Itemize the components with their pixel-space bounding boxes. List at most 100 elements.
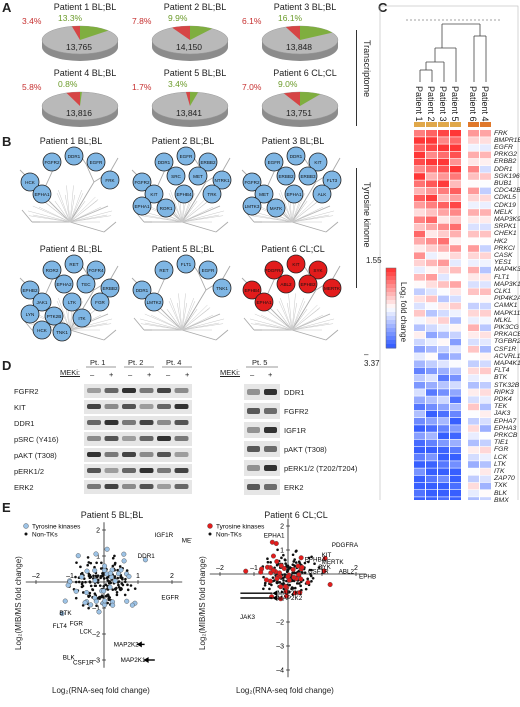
heatmap-cell bbox=[438, 245, 449, 252]
non-tk-point bbox=[113, 563, 117, 566]
heatmap-cell bbox=[468, 382, 479, 389]
tree-branch bbox=[181, 293, 186, 331]
heatmap-cell bbox=[468, 338, 479, 346]
tree-branch bbox=[291, 181, 317, 223]
pie-count-label: 13,765 bbox=[66, 42, 92, 52]
scatter-plot: Patient 5 BL;BL –2 –1 1 2 2 1 –1 –2 –3 Tyrosine ki… bbox=[12, 510, 192, 700]
heatmap-cell bbox=[450, 382, 461, 389]
tree-branch bbox=[133, 317, 145, 331]
heatmap-cell bbox=[468, 288, 479, 295]
y-tick-label: –4 bbox=[276, 668, 284, 675]
tree-branch bbox=[69, 194, 76, 223]
heatmap-cell bbox=[414, 482, 425, 490]
tree-branch bbox=[331, 157, 341, 173]
blot-row-label: pAKT (T308) bbox=[14, 451, 57, 460]
heatmap-column-bar bbox=[480, 122, 491, 127]
non-tk-point bbox=[313, 562, 316, 566]
kinase-node bbox=[322, 170, 342, 190]
color-scale-max: 1.55 bbox=[366, 256, 382, 265]
blot-row-label: IGF1R bbox=[284, 426, 307, 435]
heatmap-gene-label: PIP4K2A bbox=[494, 295, 520, 303]
tree-branch bbox=[286, 302, 293, 331]
heatmap-cell bbox=[480, 245, 491, 252]
heatmap-cell bbox=[426, 490, 437, 497]
blot-band bbox=[122, 436, 136, 441]
blot-band bbox=[174, 468, 189, 473]
non-tk-point bbox=[106, 601, 109, 605]
pie-chart: Patient 4 BL;BL 5.8% 0.8% 13,816 bbox=[18, 66, 128, 132]
kinase-node bbox=[264, 152, 284, 172]
kinase-node-label: RET bbox=[159, 268, 168, 273]
heatmap-gene-label: PDK4 bbox=[494, 395, 512, 403]
point-annotation: EPHA1 bbox=[264, 533, 285, 540]
heatmap-cell bbox=[414, 302, 425, 310]
kinase-node bbox=[308, 260, 328, 280]
kinase-node bbox=[198, 152, 218, 172]
pie-title: Patient 4 BL;BL bbox=[53, 68, 117, 78]
heatmap-cell bbox=[438, 130, 449, 137]
heatmap-cell bbox=[426, 130, 437, 137]
heatmap-cell bbox=[426, 202, 437, 209]
tree-branch bbox=[291, 289, 317, 331]
tree-branch bbox=[109, 265, 119, 281]
non-tk-point bbox=[317, 566, 321, 569]
heatmap-cell bbox=[468, 310, 479, 317]
blot-strip bbox=[84, 448, 192, 462]
blot-band bbox=[139, 420, 154, 425]
kinase-node bbox=[212, 278, 232, 298]
blot-band bbox=[247, 465, 260, 471]
heatmap-cell bbox=[468, 166, 479, 173]
heatmap-cell bbox=[468, 295, 479, 303]
heatmap-cell bbox=[438, 281, 449, 288]
blot-strip bbox=[244, 403, 280, 419]
non-tk-point bbox=[91, 588, 94, 591]
heatmap-cell bbox=[480, 137, 491, 144]
heatmap-cell bbox=[468, 137, 479, 144]
kinase-node-label: EPHA1 bbox=[34, 192, 50, 197]
panel-letter-e: E bbox=[2, 500, 11, 515]
heatmap-cell bbox=[468, 389, 479, 396]
heatmap-cell bbox=[426, 454, 437, 461]
non-tk-point bbox=[87, 561, 91, 564]
heatmap-column-bar bbox=[468, 122, 479, 127]
non-tk-point bbox=[106, 579, 110, 582]
kinase-node-label: LMTK2 bbox=[147, 300, 162, 305]
non-tk-point bbox=[113, 554, 116, 558]
heatmap-cell bbox=[438, 158, 449, 166]
tk-point bbox=[102, 563, 108, 569]
non-tk-point bbox=[293, 571, 296, 575]
non-tk-point bbox=[295, 582, 299, 585]
kinase-node-label: ROR2 bbox=[46, 268, 59, 273]
kinase-node-label: ALK bbox=[318, 192, 328, 197]
heatmap-cell bbox=[480, 302, 491, 310]
tree-branch bbox=[291, 314, 324, 331]
kinase-node-label: ERBB2 bbox=[278, 174, 294, 179]
meki-label: MEKi: bbox=[60, 368, 81, 377]
y-tick-label: –3 bbox=[92, 658, 100, 665]
heatmap-cell bbox=[414, 238, 425, 245]
non-tk-point bbox=[89, 575, 93, 579]
non-tk-point bbox=[307, 556, 311, 560]
heatmap-cell bbox=[468, 403, 479, 411]
heatmap-cell bbox=[426, 461, 437, 468]
blot-band bbox=[139, 436, 154, 441]
heatmap-cell bbox=[426, 295, 437, 303]
tree-branch bbox=[168, 192, 183, 223]
kinase-node-label: FGR bbox=[95, 300, 105, 305]
heatmap-cell bbox=[450, 454, 461, 461]
pie-title: Patient 3 BL;BL bbox=[273, 2, 337, 12]
tree-branch bbox=[103, 329, 117, 341]
color-scale-min: –3.37 bbox=[364, 350, 380, 368]
tk-point bbox=[321, 568, 327, 574]
kinase-node bbox=[264, 260, 284, 280]
point-annotation: CSF1R bbox=[308, 569, 329, 576]
heatmap-cell bbox=[414, 497, 425, 500]
color-scale-segment bbox=[386, 344, 396, 349]
tk-point bbox=[267, 578, 273, 584]
tree-branch bbox=[153, 307, 183, 331]
heatmap-cell bbox=[414, 281, 425, 288]
pie-count-label: 13,816 bbox=[66, 108, 92, 118]
tree-title: Patient 4 BL;BL bbox=[39, 244, 103, 254]
point-annotation: FGR bbox=[70, 621, 84, 628]
non-tk-point bbox=[125, 569, 129, 572]
